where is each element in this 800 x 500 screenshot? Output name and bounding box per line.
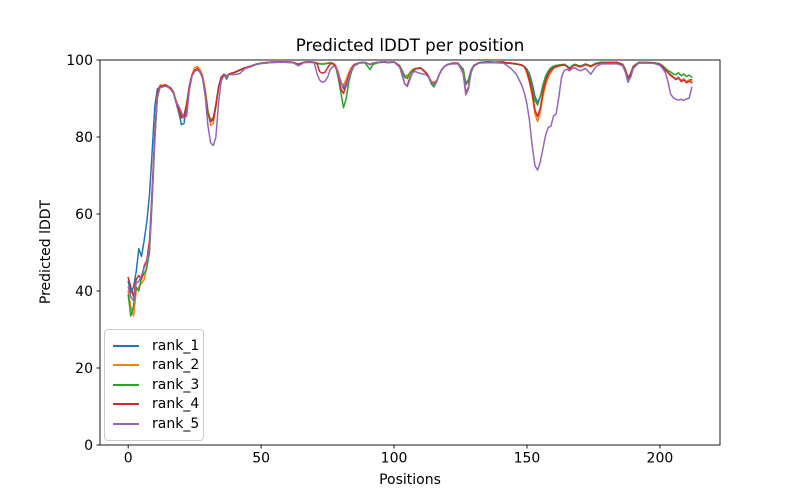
legend-label: rank_4 bbox=[152, 396, 200, 413]
y-tick-label: 60 bbox=[75, 207, 93, 223]
x-tick-label: 0 bbox=[124, 451, 133, 467]
legend-label: rank_2 bbox=[152, 357, 200, 374]
line-rank_1 bbox=[127, 61, 693, 294]
legend-line-swatch-rank_3 bbox=[113, 383, 139, 386]
legend-label: rank_3 bbox=[152, 376, 200, 393]
legend: rank_1 rank_2 rank_3 rank_4 rank_5 bbox=[104, 329, 204, 441]
chart-title: Predicted lDDT per position bbox=[296, 35, 525, 55]
x-tick-label: 100 bbox=[381, 451, 408, 467]
legend-line-swatch-rank_2 bbox=[113, 364, 139, 367]
line-rank_5 bbox=[127, 61, 693, 302]
axes: 0 50 100 150 200 0 20 40 60 80 100 bbox=[66, 53, 721, 467]
y-tick-label: 80 bbox=[75, 130, 93, 146]
y-tick-label: 40 bbox=[75, 284, 93, 300]
line-rank_4 bbox=[127, 61, 693, 298]
legend-label: rank_5 bbox=[152, 415, 200, 432]
legend-item-rank_1: rank_1 bbox=[113, 336, 199, 356]
x-tick-label: 200 bbox=[647, 451, 674, 467]
y-tick-label: 100 bbox=[66, 53, 93, 69]
y-tick-label: 0 bbox=[84, 438, 93, 454]
legend-item-rank_4: rank_4 bbox=[113, 395, 199, 415]
line-rank_2 bbox=[127, 61, 693, 317]
x-tick-label: 50 bbox=[252, 451, 270, 467]
legend-line-swatch-rank_5 bbox=[113, 422, 139, 425]
y-tick-label: 20 bbox=[75, 361, 93, 377]
y-axis-label: Predicted lDDT bbox=[38, 199, 54, 304]
x-axis-label: Positions bbox=[379, 472, 441, 488]
axes-spines bbox=[99, 59, 721, 446]
legend-line-swatch-rank_1 bbox=[113, 344, 139, 347]
x-tick-label: 150 bbox=[514, 451, 541, 467]
line-rank_3 bbox=[127, 61, 693, 317]
legend-item-rank_2: rank_2 bbox=[113, 356, 199, 376]
series-lines bbox=[127, 61, 693, 317]
legend-item-rank_5: rank_5 bbox=[113, 414, 199, 434]
legend-item-rank_3: rank_3 bbox=[113, 375, 199, 395]
legend-label: rank_1 bbox=[152, 337, 200, 354]
legend-line-swatch-rank_4 bbox=[113, 403, 139, 406]
